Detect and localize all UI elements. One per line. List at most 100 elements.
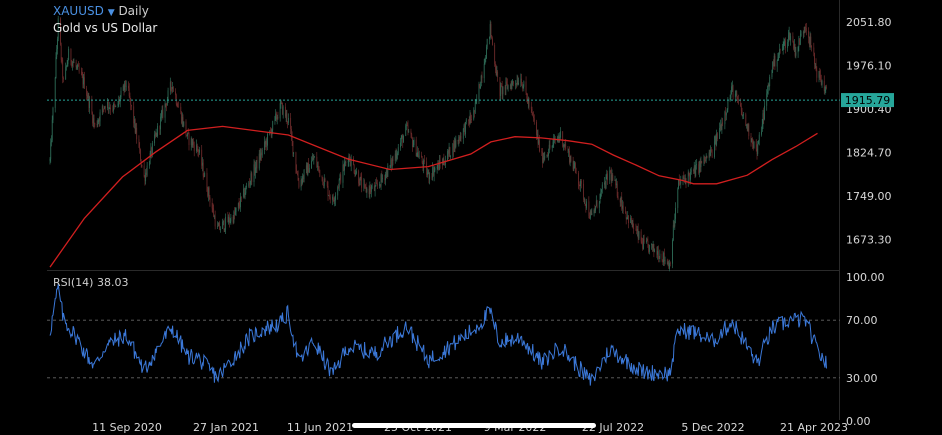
candle-body <box>117 103 119 106</box>
candle-body <box>319 169 321 177</box>
candle-body <box>77 64 79 67</box>
candle-body <box>297 174 299 181</box>
candle-body <box>585 204 587 208</box>
candle-body <box>225 216 227 229</box>
candle-body <box>384 178 386 181</box>
candle-body <box>196 144 197 152</box>
candle-body <box>418 155 420 158</box>
candle-body <box>255 167 256 174</box>
candle-body <box>596 200 598 208</box>
candle-body <box>757 143 759 154</box>
candle-body <box>501 85 502 87</box>
candle-body <box>574 163 576 169</box>
candle-body <box>719 124 721 128</box>
candle-body <box>716 133 718 139</box>
candle-body <box>766 93 768 106</box>
candle-body <box>279 103 281 119</box>
candle-body <box>413 139 415 146</box>
candle-body <box>719 127 721 139</box>
candle-body <box>328 195 330 197</box>
candle-body <box>590 211 592 215</box>
candle-body <box>63 78 64 80</box>
candle-body <box>465 119 467 122</box>
candle-body <box>233 211 235 223</box>
candle-body <box>422 162 424 168</box>
candle-body <box>805 27 806 28</box>
candle-body <box>172 86 173 89</box>
candle-body <box>270 130 271 132</box>
candle-body <box>447 151 448 161</box>
candle-body <box>746 124 748 131</box>
candle-body <box>653 244 655 252</box>
candle-body <box>748 124 750 137</box>
candle-body <box>408 131 410 133</box>
candle-body <box>794 44 796 56</box>
candle-body <box>57 38 58 50</box>
candle-body <box>370 188 372 192</box>
candle-body <box>536 134 538 135</box>
candle-body <box>282 102 283 115</box>
candle-body <box>73 62 75 64</box>
price-tick-label: 2051.80 <box>846 16 892 29</box>
candle-body <box>222 221 224 229</box>
candle-body <box>538 140 540 144</box>
candle-body <box>385 170 387 175</box>
candle-body <box>128 88 130 97</box>
candle-body <box>89 100 90 108</box>
candle-body <box>172 86 174 92</box>
candle-body <box>567 149 569 152</box>
candle-body <box>281 102 283 104</box>
candle-body <box>689 175 691 180</box>
candle-body <box>308 163 309 173</box>
rsi-line <box>49 284 827 386</box>
candle-body <box>679 182 681 184</box>
candle-body <box>267 133 268 146</box>
candle-body <box>151 143 153 155</box>
candle-body <box>544 156 546 158</box>
candle-body <box>433 170 435 176</box>
candle-body <box>690 169 692 173</box>
candle-body <box>66 65 67 67</box>
candle-body <box>371 185 373 189</box>
candle-body <box>688 172 690 176</box>
candle-body <box>703 156 705 164</box>
time-tick-label: 21 Apr 2023 <box>780 421 848 434</box>
candle-body <box>558 137 560 139</box>
candle-body <box>532 112 534 116</box>
candle-body <box>397 147 399 154</box>
symbol-selector[interactable]: XAUUSD <box>53 4 104 18</box>
candle-body <box>209 197 211 203</box>
candle-body <box>825 86 827 90</box>
candle-body <box>740 105 742 112</box>
candle-body <box>459 136 460 141</box>
candle-body <box>826 86 827 88</box>
candle-body <box>51 140 52 143</box>
candle-body <box>756 148 758 154</box>
candle-body <box>683 176 685 178</box>
candle-body <box>509 85 511 86</box>
candle-body <box>432 167 434 176</box>
candle-body <box>439 160 441 164</box>
candle-body <box>437 162 439 168</box>
candle-body <box>134 119 136 133</box>
interval-label[interactable]: Daily <box>118 4 149 18</box>
candle-body <box>167 90 169 100</box>
candle-body <box>776 60 778 67</box>
candle-body <box>463 125 465 129</box>
candle-body <box>517 80 519 85</box>
candle-body <box>743 114 744 116</box>
candle-body <box>700 161 702 168</box>
candle-body <box>259 153 261 160</box>
candle-body <box>475 99 477 103</box>
home-indicator[interactable] <box>352 423 596 428</box>
candle-body <box>615 180 617 186</box>
candle-body <box>622 205 624 212</box>
candle-body <box>657 251 658 255</box>
candle-body <box>293 152 295 154</box>
candle-body <box>699 161 700 173</box>
candle-body <box>337 187 339 196</box>
candle-body <box>237 203 239 209</box>
candle-body <box>515 83 517 85</box>
chevron-down-icon[interactable]: ▼ <box>107 8 115 18</box>
